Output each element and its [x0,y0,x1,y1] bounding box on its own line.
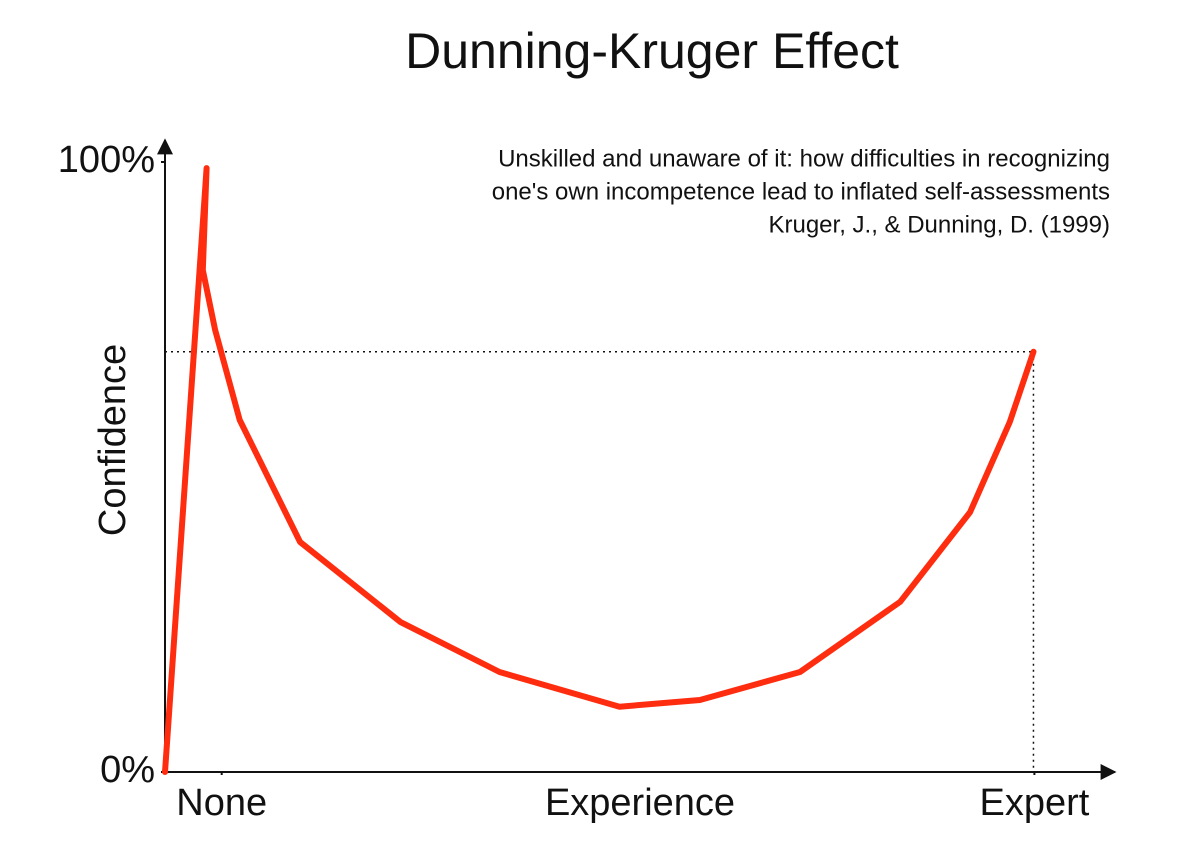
subtitle: Kruger, J., & Dunning, D. (1999) [768,211,1110,238]
subtitle: one's own incompetence lead to inflated … [492,178,1110,205]
y-tick-label: 100% [58,139,155,181]
line [162,165,1037,775]
chart-title: Dunning-Kruger Effect [405,23,899,79]
y-axis-label: Confidence [92,344,134,536]
x-axis-label: Experience [545,782,735,824]
subtitle: Unskilled and unaware of it: how difficu… [498,145,1110,172]
y-tick-label: 0% [100,749,155,791]
x-tick-label: Expert [979,782,1089,824]
x-tick-label: None [176,782,267,824]
